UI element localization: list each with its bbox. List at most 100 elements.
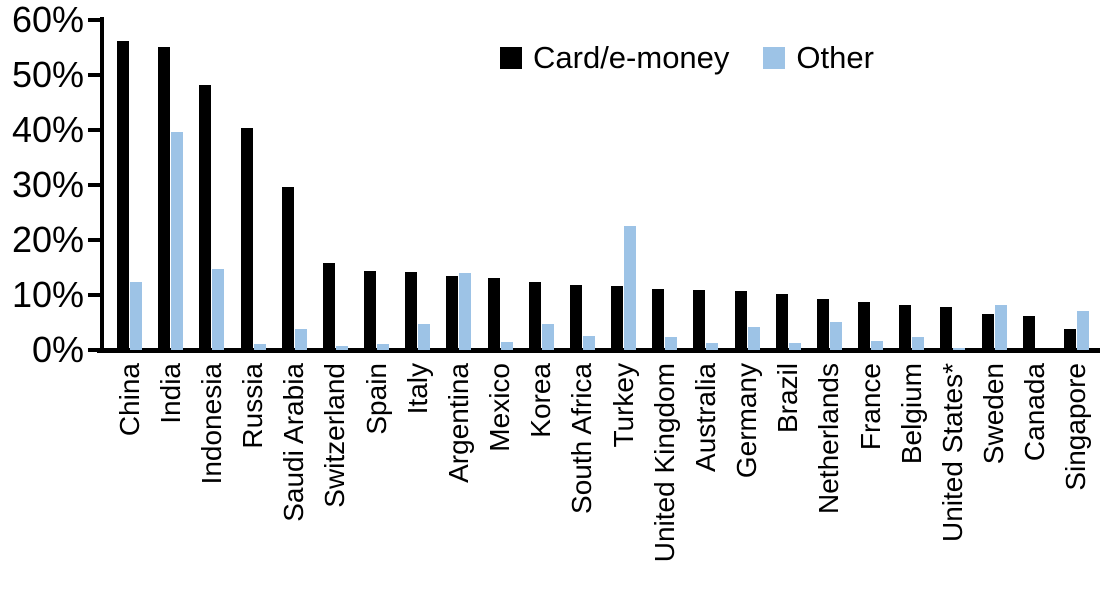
- y-axis-tick: [88, 73, 102, 77]
- bar-group: [899, 20, 925, 350]
- bar-other: [130, 282, 142, 350]
- bar-group: [611, 20, 637, 350]
- bar-group: [981, 20, 1007, 350]
- bar-other: [953, 348, 966, 350]
- bar-other: [253, 344, 266, 350]
- bar-other: [212, 269, 225, 350]
- legend-item-other: Other: [763, 42, 874, 73]
- x-axis-label: Brazil: [772, 363, 804, 434]
- bar-card-e-money: [1063, 329, 1076, 350]
- bar-group: [281, 20, 307, 350]
- x-axis-label: Switzerland: [319, 363, 351, 508]
- x-axis-label: South Africa: [566, 363, 598, 514]
- bar-other: [500, 342, 513, 350]
- bar-group: [1022, 20, 1048, 350]
- bar-other: [994, 305, 1007, 350]
- bar-card-e-money: [734, 291, 747, 350]
- x-axis-label: United States*: [936, 363, 968, 542]
- bar-card-e-money: [117, 41, 129, 350]
- bar-group: [405, 20, 431, 350]
- x-axis-line: [97, 348, 1100, 353]
- x-axis-label: Saudi Arabia: [278, 363, 310, 522]
- bar-group: [364, 20, 390, 350]
- x-axis-label: Russia: [237, 363, 268, 449]
- legend-label: Other: [796, 40, 874, 75]
- bar-other: [335, 346, 348, 350]
- legend: Card/e-money Other: [500, 42, 874, 73]
- bar-other: [747, 327, 760, 350]
- bar-group: [775, 20, 801, 350]
- bar-card-e-money: [899, 305, 912, 350]
- x-axis-label: Italy: [401, 363, 433, 415]
- bar-group: [693, 20, 719, 350]
- y-axis-tick-label: 10%: [11, 274, 84, 315]
- x-axis-label: Sweden: [978, 363, 1010, 465]
- bar-card-e-money: [446, 276, 459, 350]
- x-axis-label: China: [113, 363, 145, 437]
- plot-area: [104, 20, 1100, 350]
- x-axis-label: Netherlands: [813, 363, 845, 514]
- bar-group: [199, 20, 225, 350]
- bar-group: [240, 20, 266, 350]
- bar-group: [487, 20, 513, 350]
- bar-card-e-money: [611, 286, 624, 350]
- y-axis-line: [100, 17, 104, 353]
- x-axis-label: Belgium: [895, 363, 927, 465]
- bar-card-e-money: [981, 314, 994, 350]
- bar-other: [624, 226, 637, 350]
- y-axis-tick: [88, 293, 102, 297]
- bar-card-e-money: [322, 263, 335, 350]
- x-axis-label: Indonesia: [195, 363, 227, 485]
- y-axis-tick-label: 60%: [11, 0, 84, 40]
- x-axis-label: Germany: [731, 363, 763, 479]
- y-axis-tick-label: 20%: [11, 219, 84, 260]
- legend-item-card-e-money: Card/e-money: [500, 42, 729, 73]
- bar-card-e-money: [569, 285, 582, 350]
- bar-other: [171, 132, 184, 350]
- y-axis-tick: [88, 238, 102, 242]
- bar-card-e-money: [281, 187, 294, 350]
- bar-other: [377, 344, 390, 350]
- bar-other: [829, 322, 842, 350]
- y-axis-tick-label: 0%: [31, 329, 84, 370]
- y-axis-tick: [88, 183, 102, 187]
- bar-other: [871, 341, 884, 350]
- y-axis-tick: [88, 128, 102, 132]
- bar-group: [158, 20, 184, 350]
- bar-group: [322, 20, 348, 350]
- bar-other: [912, 337, 925, 350]
- x-axis-label: Singapore: [1060, 363, 1092, 491]
- bar-group: [569, 20, 595, 350]
- bar-other: [788, 343, 801, 350]
- bar-other: [706, 343, 719, 350]
- bar-group: [117, 20, 142, 350]
- x-axis-label: Mexico: [484, 363, 516, 452]
- x-axis-label: Canada: [1019, 363, 1051, 462]
- y-axis-tick-label: 50%: [11, 54, 84, 95]
- bar-card-e-money: [487, 278, 500, 350]
- bar-card-e-money: [199, 85, 212, 350]
- x-axis-label: India: [154, 363, 186, 424]
- x-axis-label: Korea: [525, 363, 557, 438]
- bar-card-e-money: [1022, 316, 1035, 350]
- bar-card-e-money: [652, 289, 665, 350]
- bar-other: [418, 324, 431, 350]
- bar-card-e-money: [693, 290, 706, 350]
- x-axis-label: France: [854, 363, 886, 451]
- bar-card-e-money: [775, 294, 788, 350]
- bar-other: [1076, 311, 1089, 350]
- bar-card-e-money: [158, 47, 171, 350]
- bar-other: [459, 273, 472, 350]
- bar-group: [816, 20, 842, 350]
- bar-group: [446, 20, 472, 350]
- bar-card-e-money: [940, 307, 953, 350]
- bar-group: [652, 20, 678, 350]
- x-axis-label: Argentina: [442, 363, 474, 483]
- y-axis-tick: [88, 348, 102, 352]
- bar-card-e-money: [528, 282, 541, 350]
- card-e-money-swatch-icon: [500, 46, 522, 69]
- bar-card-e-money: [364, 271, 377, 350]
- x-axis-label: Spain: [360, 363, 392, 435]
- x-axis-label: Australia: [689, 363, 721, 472]
- bar-other: [541, 324, 554, 350]
